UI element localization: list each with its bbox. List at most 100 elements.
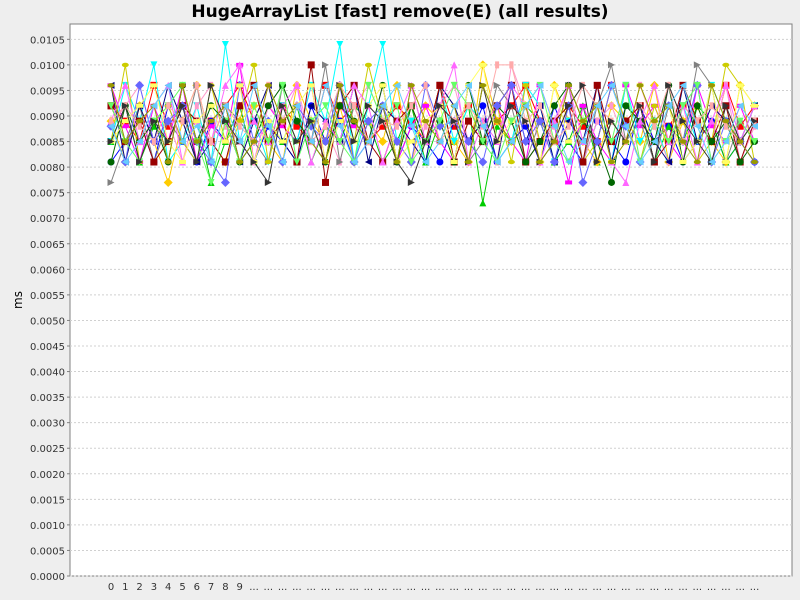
x-tick-label: ... [292, 582, 302, 593]
data-point [465, 117, 472, 125]
data-point [650, 81, 658, 89]
data-point [693, 159, 701, 165]
data-point [436, 138, 444, 146]
x-tick-label: ... [478, 582, 488, 593]
data-point [622, 158, 630, 166]
y-tick-label: 0.0085 [30, 138, 65, 149]
data-point [322, 102, 329, 110]
data-point [465, 81, 472, 89]
data-point [479, 83, 487, 88]
data-point [136, 118, 144, 124]
data-point [466, 102, 471, 110]
data-point [751, 103, 758, 108]
data-point [392, 137, 402, 147]
x-tick-label: ... [578, 582, 588, 593]
data-point [538, 102, 542, 110]
data-point [622, 81, 630, 89]
data-point [407, 139, 415, 144]
data-point [636, 102, 644, 110]
data-point [636, 158, 644, 166]
data-point [565, 83, 573, 88]
x-tick-label: ... [507, 582, 517, 593]
data-point [236, 159, 244, 165]
data-point [220, 177, 230, 187]
y-tick-label: 0.0040 [30, 368, 65, 379]
data-point [479, 62, 487, 67]
x-tick-label: ... [421, 582, 431, 593]
data-point [579, 81, 587, 89]
data-point [708, 138, 716, 146]
data-point [507, 159, 515, 165]
data-point [151, 138, 156, 146]
data-point [107, 83, 115, 88]
data-point [679, 102, 687, 110]
x-tick-label: 7 [208, 582, 214, 593]
data-point [650, 103, 658, 108]
data-point [236, 61, 244, 69]
data-point [509, 61, 514, 69]
series-line [110, 64, 755, 144]
data-point [307, 138, 315, 146]
data-point [121, 102, 129, 110]
data-point [264, 138, 272, 146]
data-point [350, 158, 358, 166]
data-point [593, 102, 601, 110]
y-tick-label: 0.0070 [30, 214, 65, 225]
data-point [322, 81, 329, 89]
data-point [608, 159, 615, 165]
data-point [378, 137, 388, 147]
x-tick-label: ... [435, 582, 445, 593]
y-tick-label: 0.0000 [30, 572, 65, 583]
data-point [522, 158, 530, 166]
data-point [179, 102, 186, 110]
data-point [550, 117, 558, 125]
x-tick-label: ... [364, 582, 374, 593]
chart-title: HugeArrayList [fast] remove(E) (all resu… [191, 2, 609, 22]
y-tick-label: 0.0045 [30, 342, 65, 353]
data-point [407, 178, 415, 186]
data-point [121, 158, 129, 166]
data-point [364, 81, 372, 89]
data-point [135, 80, 145, 90]
data-point [492, 101, 502, 111]
data-point [550, 122, 558, 130]
data-point [493, 122, 501, 130]
x-tick-label: ... [564, 582, 574, 593]
data-point [107, 158, 115, 166]
x-tick-label: ... [735, 582, 745, 593]
y-tick-label: 0.0030 [30, 419, 65, 430]
data-point [207, 103, 215, 108]
data-point [207, 81, 215, 89]
data-point [395, 122, 399, 130]
data-point [350, 81, 358, 89]
data-point [665, 122, 673, 130]
data-point [608, 81, 615, 89]
y-tick-label: 0.0065 [30, 240, 65, 251]
x-tick-label: 4 [165, 582, 171, 593]
data-point [550, 83, 558, 88]
data-point [723, 122, 728, 130]
data-point [250, 158, 258, 166]
data-point [336, 40, 344, 48]
data-point [194, 102, 199, 110]
data-point [179, 83, 186, 88]
data-point [107, 138, 115, 146]
x-tick-label: ... [492, 582, 502, 593]
y-tick-label: 0.0035 [30, 393, 65, 404]
data-point [493, 118, 501, 124]
series-line [110, 83, 755, 184]
data-point [322, 178, 329, 186]
data-point [608, 138, 615, 146]
x-tick-label: ... [392, 582, 402, 593]
data-point [722, 138, 730, 146]
x-tick-label: ... [278, 582, 288, 593]
data-point [650, 118, 658, 124]
data-point [622, 139, 630, 144]
y-tick-label: 0.0025 [30, 444, 65, 455]
data-point [293, 81, 301, 89]
data-point [293, 117, 301, 125]
data-point [565, 158, 573, 166]
data-point [650, 138, 658, 146]
data-point [450, 160, 458, 164]
